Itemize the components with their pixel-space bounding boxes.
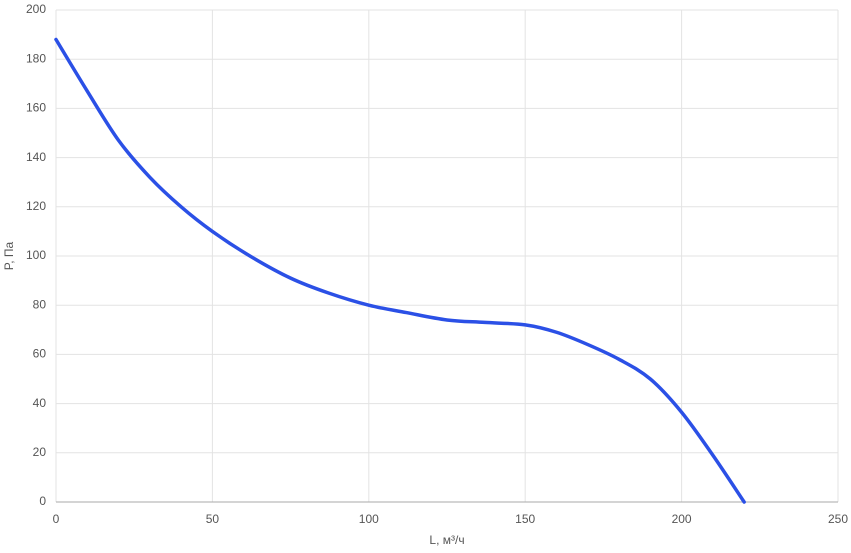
y-tick-label: 200 bbox=[26, 2, 46, 16]
y-tick-label: 40 bbox=[33, 396, 47, 410]
y-tick-label: 180 bbox=[26, 51, 46, 65]
line-series bbox=[54, 37, 746, 504]
y-tick-label: 0 bbox=[39, 494, 46, 508]
x-tick-label: 150 bbox=[515, 512, 535, 526]
x-tick-label: 250 bbox=[828, 512, 848, 526]
x-tick-label: 0 bbox=[53, 512, 60, 526]
x-axis-title: L, м³/ч bbox=[429, 533, 464, 547]
y-tick-label: 140 bbox=[26, 150, 46, 164]
y-tick-label: 20 bbox=[33, 445, 47, 459]
x-tick-label: 200 bbox=[672, 512, 692, 526]
y-tick-label: 80 bbox=[33, 297, 47, 311]
y-tick-label: 100 bbox=[26, 248, 46, 262]
y-tick-label: 160 bbox=[26, 101, 46, 115]
y-tick-label: 120 bbox=[26, 199, 46, 213]
y-tick-label: 60 bbox=[33, 347, 47, 361]
y-axis-title: P, Па bbox=[2, 241, 16, 270]
x-tick-label: 50 bbox=[206, 512, 220, 526]
x-tick-label: 100 bbox=[359, 512, 379, 526]
